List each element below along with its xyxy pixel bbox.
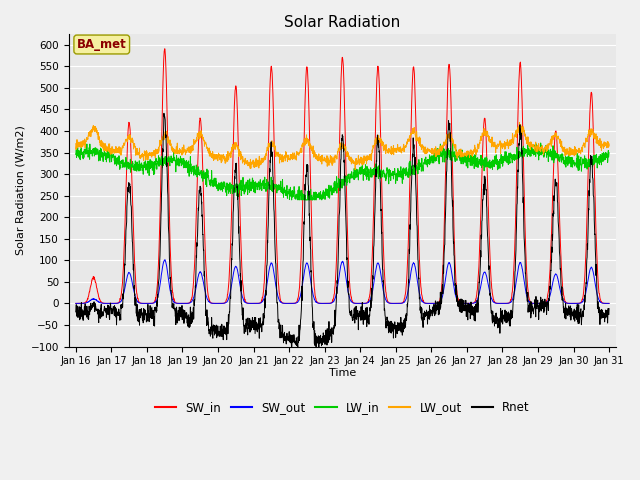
Title: Solar Radiation: Solar Radiation — [284, 15, 401, 30]
Y-axis label: Solar Radiation (W/m2): Solar Radiation (W/m2) — [15, 125, 25, 255]
X-axis label: Time: Time — [329, 368, 356, 378]
Legend: SW_in, SW_out, LW_in, LW_out, Rnet: SW_in, SW_out, LW_in, LW_out, Rnet — [150, 396, 534, 419]
Text: BA_met: BA_met — [77, 38, 127, 51]
